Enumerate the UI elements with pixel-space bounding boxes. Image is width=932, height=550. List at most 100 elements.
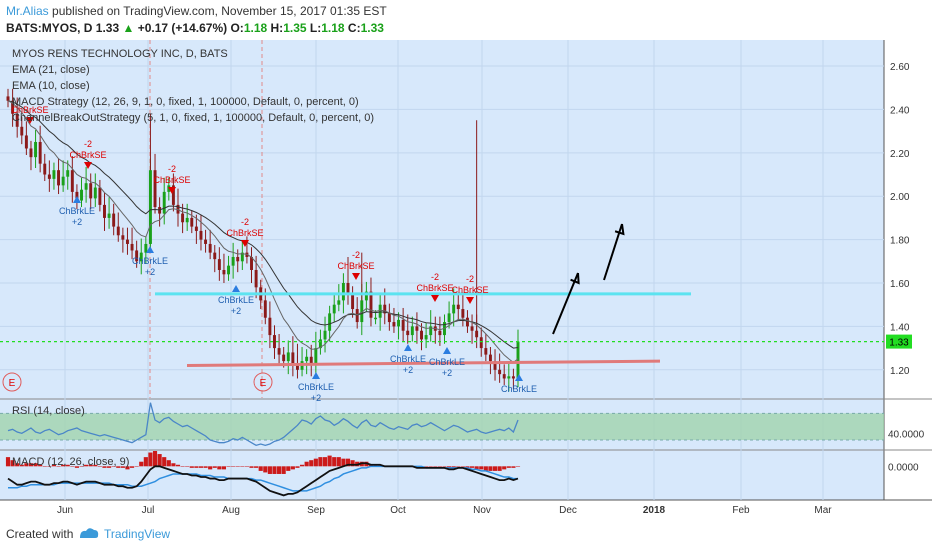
macd-histogram-bar — [102, 466, 107, 468]
candle-body — [268, 317, 272, 336]
macd-histogram-bar — [492, 466, 498, 471]
candle-body — [392, 322, 396, 327]
candle — [420, 323, 423, 351]
exit-marker-circle — [2, 372, 22, 392]
high-value: 1.35 — [283, 21, 307, 35]
signal-size-label: -2 — [168, 164, 176, 174]
macd-histogram-bar — [221, 466, 227, 470]
short-arrow-icon — [168, 187, 176, 194]
candle-body — [190, 217, 194, 227]
up-arrow-icon: ▲ — [122, 21, 135, 35]
macd-histogram-bar — [180, 466, 185, 467]
chart-area[interactable]: 1.20 1.40 1.60 1.80 2.00 2.20 2.40 2.60 Jun Jul Au… — [0, 40, 932, 518]
candle-body — [516, 341, 520, 379]
macd-histogram-bar — [267, 466, 272, 474]
ema-21-line — [7, 100, 519, 349]
macd-histogram-bar — [208, 466, 213, 470]
macd-histogram-bar — [125, 466, 130, 470]
exit-marker-label: E — [260, 378, 267, 389]
macd-histogram-bar — [281, 466, 286, 474]
macd-histogram-bar — [474, 466, 479, 470]
candle — [190, 210, 194, 234]
candle-body — [107, 213, 111, 218]
candle-body — [181, 213, 185, 223]
support-line — [186, 359, 661, 367]
candle — [52, 162, 56, 190]
created-with-text: Created with — [6, 527, 74, 541]
macd-histogram-bar — [166, 460, 171, 467]
macd-histogram-bar — [231, 466, 236, 467]
candle-body — [452, 304, 456, 314]
short-arrow-icon — [431, 295, 439, 302]
macd-histogram-bar — [424, 466, 429, 467]
author-link[interactable]: Mr.Alias — [6, 4, 49, 18]
chart-svg[interactable]: 1.20 1.40 1.60 1.80 2.00 2.20 2.40 2.60 Jun Jul Au… — [0, 40, 932, 518]
candle — [11, 88, 15, 127]
candle-body — [502, 374, 506, 379]
macd-histogram-bar — [488, 466, 493, 471]
tradingview-brand[interactable]: TradingView — [104, 527, 171, 541]
candle — [130, 227, 134, 260]
macd-histogram-bar — [120, 466, 125, 468]
projection-arrow-1-head — [570, 272, 580, 285]
candle — [406, 314, 410, 344]
macd-histogram-bar — [240, 466, 245, 467]
macd-histogram-bar — [235, 466, 240, 467]
candle-body — [305, 356, 309, 362]
candle — [291, 336, 295, 377]
open-value: 1.18 — [243, 21, 268, 35]
macd-histogram-bar — [33, 463, 38, 467]
candle-body — [438, 330, 442, 336]
candle — [121, 227, 125, 253]
low-label: L: — [309, 21, 322, 35]
candle — [204, 229, 208, 253]
candle — [125, 227, 129, 255]
macd-histogram-bar — [483, 466, 488, 471]
time-tick-label: Oct — [390, 505, 406, 516]
short-arrow-icon — [241, 240, 249, 247]
price-tick-label: 2.40 — [890, 105, 910, 116]
candle-body — [337, 300, 341, 305]
candle — [80, 177, 83, 208]
header: Mr.Alias published on TradingView.com, N… — [0, 0, 932, 40]
candle — [199, 214, 203, 251]
macd-title: MACD (12, 26, close, 9) — [12, 456, 129, 468]
long-signal-label: ChBrkLE — [501, 384, 537, 394]
macd-histogram-bar — [318, 457, 323, 467]
macd-tick-label: 0.0000 — [888, 462, 919, 473]
macd-histogram-bar — [51, 464, 57, 467]
signal-size-label: -2 — [84, 139, 92, 149]
candle-body — [93, 187, 97, 199]
candle-body — [415, 326, 419, 331]
macd-histogram-bar — [157, 454, 162, 467]
macd-histogram-bar — [5, 457, 11, 467]
candle — [34, 130, 38, 169]
candle — [364, 281, 368, 312]
candle — [488, 347, 492, 375]
publish-line: Mr.Alias published on TradingView.com, N… — [6, 4, 387, 18]
candle — [61, 160, 65, 192]
candle-body — [34, 141, 38, 158]
candle — [502, 364, 506, 385]
candle-body — [112, 213, 116, 227]
candle-body — [493, 361, 497, 370]
candle — [323, 316, 327, 353]
candle-body — [135, 250, 139, 262]
signal-size-label: +2 — [442, 368, 452, 378]
candle — [397, 312, 401, 340]
macd-histogram-bar — [336, 457, 341, 467]
candle-body — [374, 317, 378, 320]
macd-histogram-bar — [469, 466, 475, 468]
candle — [222, 253, 226, 284]
candle — [6, 88, 10, 108]
candle-body — [139, 252, 143, 262]
macd-histogram-bar — [134, 466, 139, 467]
candle-body — [47, 174, 51, 179]
macd-histogram-bar — [107, 466, 112, 468]
candle-body — [38, 141, 42, 164]
macd-histogram-bar — [341, 458, 346, 467]
legend-item-4: ChannelBreakOutStrategy (5, 1, 0, fixed,… — [12, 112, 374, 124]
price-tick-label: 1.20 — [890, 366, 910, 377]
